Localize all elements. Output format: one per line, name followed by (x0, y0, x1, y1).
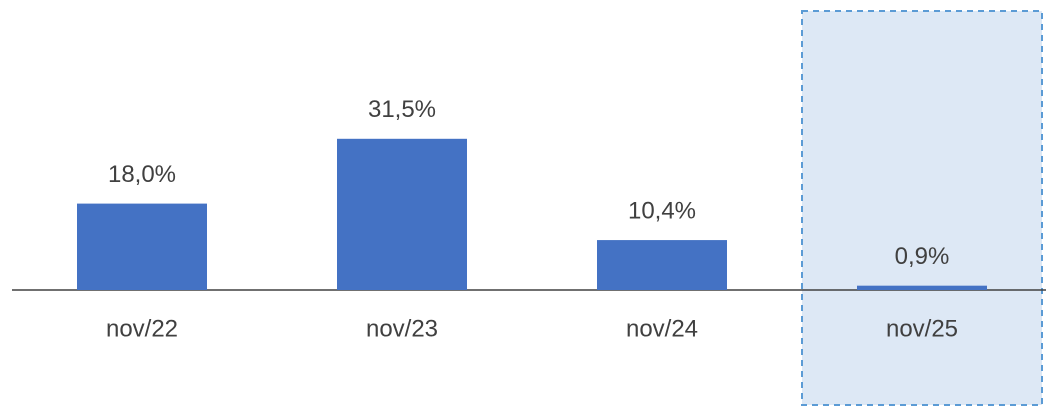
value-label: 18,0% (108, 161, 176, 188)
highlight-box (801, 10, 1043, 406)
bar (337, 138, 467, 290)
value-label: 10,4% (628, 197, 696, 224)
x-tick-label: nov/25 (886, 315, 958, 342)
value-label: 31,5% (368, 96, 436, 123)
x-tick-label: nov/22 (106, 315, 178, 342)
bar (857, 285, 987, 290)
x-tick-label: nov/23 (366, 315, 438, 342)
bar (77, 203, 207, 290)
value-label: 0,9% (895, 243, 950, 270)
bar (597, 240, 727, 290)
x-tick-label: nov/24 (626, 315, 698, 342)
